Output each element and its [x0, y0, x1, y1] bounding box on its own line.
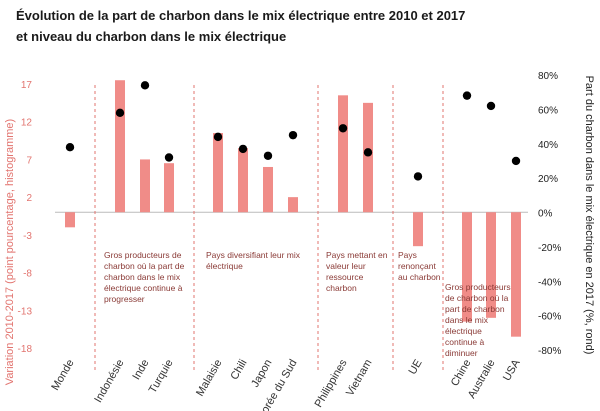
bar	[363, 102, 373, 213]
scatter-point	[486, 101, 496, 111]
category-label: Indonésie	[92, 358, 126, 405]
group-annotation-line: renonçant	[398, 261, 436, 271]
group-annotation-line: Pays	[398, 250, 417, 260]
category-label: Chine	[449, 358, 474, 389]
group-annotation-line: continue à	[445, 337, 484, 347]
scatter-point	[238, 144, 248, 154]
scatter-point	[115, 108, 125, 118]
chart-title-line-1: Évolution de la part de charbon dans le …	[16, 8, 466, 23]
left-axis-tick-label: 7	[26, 155, 32, 166]
group-annotation-line: charbon	[326, 283, 357, 293]
group-annotation-line: électrique	[445, 326, 482, 336]
bar	[462, 212, 472, 322]
group-annotation-line: valeur leur	[326, 261, 366, 271]
left-axis-title: Variation 2010-2017 (point pourcentage, …	[4, 119, 16, 385]
group-annotation-line: charbon où la part de	[104, 261, 185, 271]
scatter-point	[65, 142, 75, 152]
category-label: Monde	[49, 358, 76, 393]
bar	[413, 212, 423, 247]
category-label: USA	[501, 357, 523, 383]
category-label: Malaisie	[194, 358, 225, 399]
scatter-point	[462, 91, 472, 100]
scatter-point	[213, 132, 223, 142]
right-axis-tick-label: -20%	[538, 243, 561, 254]
group-annotation-line: dans le mix	[445, 315, 489, 325]
group-annotation-line: Pays diversifiant leur mix	[206, 250, 301, 260]
group-annotation-line: au charbon	[398, 272, 441, 282]
group-annotation-line: progresser	[104, 294, 145, 304]
left-axis-tick-label: -13	[18, 306, 33, 317]
group-annotation-line: électrique continue à	[104, 283, 183, 293]
left-axis-tick-label: -8	[23, 269, 32, 280]
group-annotation-line: diminuer	[445, 348, 478, 358]
right-axis-tick-label: 80%	[538, 71, 558, 82]
left-axis-tick-label: 12	[21, 118, 33, 129]
scatter-point	[288, 130, 298, 140]
scatter-point	[413, 172, 423, 181]
right-axis-tick-label: -80%	[538, 346, 561, 357]
category-label: Chili	[229, 358, 250, 383]
scatter-point	[363, 148, 373, 157]
group-annotation-line: charbon dans le mix	[104, 272, 181, 282]
right-axis-tick-label: 40%	[538, 140, 558, 151]
group-annotation-line: Gros producteurs de	[104, 250, 182, 260]
group-annotation-line: Gros producteurs	[445, 282, 511, 292]
scatter-point	[338, 124, 348, 133]
bar	[338, 95, 348, 213]
right-axis-tick-label: -40%	[538, 277, 561, 288]
scatter-point	[511, 156, 521, 166]
group-annotation-line: part de charbon	[445, 304, 505, 314]
left-axis-tick-label: -18	[18, 344, 33, 355]
group-annotation-line: ressource	[326, 272, 364, 282]
right-axis-tick-label: 0%	[538, 209, 553, 220]
bar	[140, 159, 150, 213]
right-axis-tick-label: 60%	[538, 105, 558, 116]
left-axis-tick-label: 17	[21, 80, 33, 91]
bar	[238, 148, 248, 213]
bar	[511, 212, 521, 337]
bar	[486, 212, 496, 318]
scatter-point	[263, 151, 273, 160]
group-annotation-line: de charbon où la	[445, 293, 509, 303]
bar	[65, 212, 75, 228]
bar	[288, 197, 298, 213]
group-annotation-line: électrique	[206, 261, 243, 271]
bar	[115, 80, 125, 213]
chart-title-line-2: et niveau du charbon dans le mix électri…	[16, 29, 287, 44]
scatter-point	[164, 153, 174, 162]
bar	[164, 163, 174, 213]
left-axis-tick-label: 2	[26, 193, 32, 204]
scatter-point	[140, 81, 150, 90]
right-axis-tick-label: 20%	[538, 174, 558, 185]
bar	[263, 166, 273, 213]
category-label: Philippines	[313, 357, 350, 410]
group-annotation-line: Pays mettant en	[326, 250, 388, 260]
category-label: Japon	[249, 358, 274, 390]
category-label: Inde	[130, 358, 151, 383]
category-label: Turquie	[147, 358, 176, 396]
right-axis-tick-label: -60%	[538, 312, 561, 323]
bar	[213, 133, 223, 213]
right-axis-title: Part du charbon dans le mix électrique e…	[583, 76, 595, 355]
category-label: UE	[407, 358, 425, 377]
left-axis-tick-label: -3	[23, 231, 32, 242]
